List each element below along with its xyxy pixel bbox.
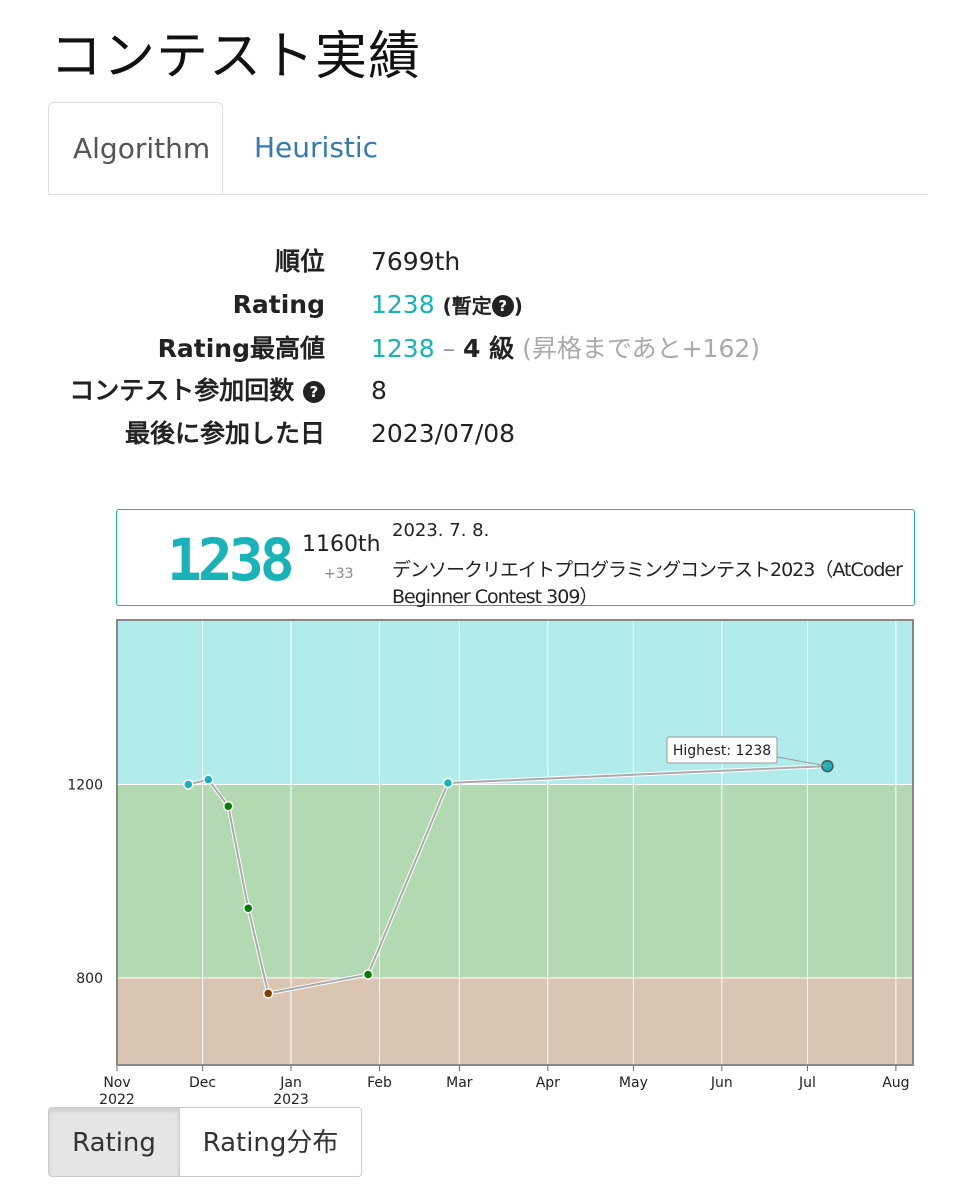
rating-distribution-button[interactable]: Rating分布 — [180, 1108, 361, 1176]
card-rating: 1238 — [167, 526, 295, 594]
last-label: 最後に参加した日 — [124, 419, 325, 448]
x-tick-label: Jan — [279, 1075, 302, 1091]
rating-band-620 — [117, 977, 913, 1065]
x-tick-label: Aug — [882, 1075, 909, 1091]
x-tick-label: Nov — [103, 1075, 130, 1091]
stat-row-last: 最後に参加した日 2023/07/08 — [0, 414, 900, 454]
rating-point — [242, 903, 254, 914]
rank-value: 7699th — [371, 247, 461, 276]
highest-dash: – — [442, 334, 456, 363]
chart-frame — [116, 619, 914, 1066]
rating-value: 1238 — [371, 290, 435, 319]
contest-detail-card: 1238 1160th +33 2023. 7. 8. デンソークリエイトプログ… — [116, 509, 915, 608]
highest-callout-text: Highest: 1238 — [673, 743, 771, 759]
x-tick-label: May — [619, 1075, 648, 1091]
highest-callout-line — [776, 756, 828, 767]
card-rank: 1160th — [302, 532, 381, 557]
contest-type-tabs: Algorithm Heuristic — [48, 102, 928, 195]
page-title: コンテスト実績 — [50, 27, 422, 87]
stat-row-highest: Rating最高値 1238 – 4 級 (昇格まであと+162) — [0, 329, 900, 369]
card-diff: +33 — [324, 566, 354, 582]
stat-row-count: コンテスト参加回数 ? 8 — [0, 371, 900, 411]
rating-provisional-close: ) — [513, 294, 523, 318]
rating-point — [183, 779, 194, 790]
x-tick-label: Dec — [189, 1075, 216, 1091]
rating-band-1200 — [117, 620, 913, 785]
rating-point — [362, 969, 374, 980]
tab-algorithm[interactable]: Algorithm — [48, 102, 223, 194]
x-tick-label: Feb — [367, 1075, 392, 1091]
highest-kyu: 4 級 — [463, 334, 515, 363]
rating-line — [188, 765, 828, 995]
rating-band-800 — [117, 784, 913, 978]
highest-label: Rating最高値 — [157, 334, 325, 363]
last-value: 2023/07/08 — [371, 419, 516, 448]
x-tick-year: 2023 — [273, 1092, 309, 1108]
highest-callout-box — [666, 736, 778, 764]
rating-label: Rating — [232, 290, 325, 319]
x-tick-label: Apr — [536, 1075, 560, 1091]
highest-remaining: (昇格まであと+162) — [522, 334, 761, 363]
rating-point — [223, 800, 234, 812]
rating-button[interactable]: Rating — [49, 1108, 180, 1176]
tab-heuristic[interactable]: Heuristic — [254, 131, 379, 164]
rating-point — [203, 774, 214, 785]
x-tick-label: Jun — [710, 1075, 733, 1091]
y-tick-label: 800 — [76, 971, 103, 987]
count-value: 8 — [371, 376, 387, 405]
stat-row-rating: Rating 1238 (暫定?) — [0, 285, 900, 325]
count-label: コンテスト参加回数 — [69, 376, 295, 405]
card-contest-name: デンソークリエイトプログラミングコンテスト2023（AtCoder Beginn… — [392, 559, 903, 608]
rating-point — [442, 777, 454, 789]
highest-value: 1238 — [371, 334, 435, 363]
x-tick-label: Mar — [446, 1075, 473, 1091]
stat-row-rank: 順位 7699th — [0, 242, 900, 282]
x-tick-year: 2022 — [99, 1092, 135, 1108]
question-circle-icon[interactable]: ? — [491, 295, 514, 317]
chart-toggle-group: Rating Rating分布 — [48, 1107, 362, 1177]
rank-label: 順位 — [274, 247, 325, 276]
x-tick-label: Jul — [798, 1075, 816, 1091]
card-date: 2023. 7. 8. — [392, 520, 490, 541]
y-tick-label: 1200 — [67, 777, 103, 793]
rating-point — [262, 988, 274, 999]
question-circle-icon[interactable]: ? — [303, 381, 325, 403]
rating-provisional-open: (暫定 — [442, 294, 492, 318]
